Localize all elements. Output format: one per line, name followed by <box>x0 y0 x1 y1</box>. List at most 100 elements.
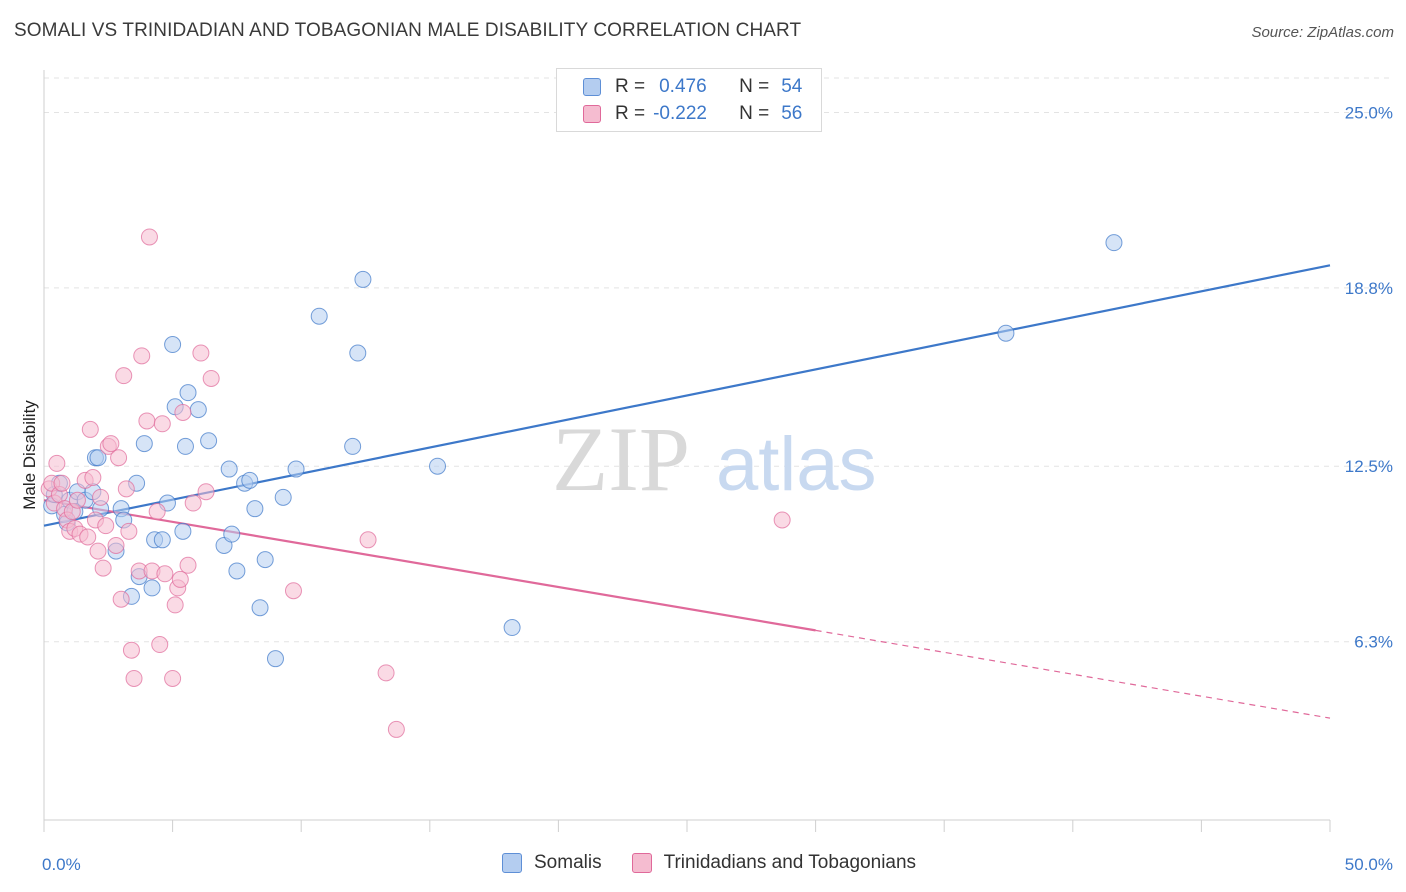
somali-point <box>354 270 372 288</box>
x-tick-label-min: 0.0% <box>42 855 81 874</box>
trinidadian-point <box>156 565 174 583</box>
n-value: 54 <box>781 76 803 97</box>
trinidadian-point <box>192 344 210 362</box>
trinidadian-point <box>166 596 184 614</box>
trinidadian-point <box>174 403 192 421</box>
legend-swatch-pink <box>583 105 601 123</box>
y-tick-label: 25.0% <box>1345 103 1393 122</box>
n-label: N = <box>739 103 770 124</box>
somali-point <box>174 522 192 540</box>
somali-point <box>429 457 447 475</box>
trinidadian-point <box>110 449 128 467</box>
trinidadian-point <box>184 494 202 512</box>
trinidadian-point <box>53 474 71 492</box>
somali-point <box>266 650 284 668</box>
trinidadian-point <box>81 420 99 438</box>
trinidadian-trend-line <box>43 499 816 632</box>
watermark-zip: ZIP <box>552 408 690 510</box>
r-label: R = <box>615 76 646 97</box>
axes <box>43 70 1331 832</box>
stats-legend: R = 0.476 N = 54 R = -0.222 N = 56 <box>556 68 822 132</box>
somali-point <box>223 525 241 543</box>
watermark-atlas: atlas <box>716 422 877 507</box>
legend-row-somalis: R = 0.476 N = 54 <box>583 75 802 99</box>
legend-swatch-trinidadians <box>631 853 652 873</box>
legend-label-trinidadians: Trinidadians and Tobagonians <box>663 852 917 873</box>
somali-point <box>189 401 207 419</box>
n-value: 56 <box>781 103 803 124</box>
somali-trend-line <box>43 264 1331 527</box>
somali-point <box>344 437 362 455</box>
trinidadian-point <box>115 367 133 385</box>
somali-point <box>200 432 218 450</box>
trinidadian-point <box>133 347 151 365</box>
somali-point <box>176 437 194 455</box>
trinidadian-point <box>164 669 182 687</box>
trinidadian-point <box>202 369 220 387</box>
series-legend: Somalis Trinidadians and Tobagonians <box>502 852 946 874</box>
trinidadian-point <box>140 228 158 246</box>
trinidadian-point <box>387 720 405 738</box>
legend-label-somalis: Somalis <box>534 852 602 873</box>
source-label: Source: ZipAtlas.com <box>1251 24 1394 41</box>
somali-point <box>251 599 269 617</box>
somali-point <box>153 531 171 549</box>
r-value: -0.222 <box>653 103 707 124</box>
trinidadian-point <box>377 664 395 682</box>
gridlines <box>44 77 1392 643</box>
trinidadian-point <box>125 669 143 687</box>
legend-swatch-somalis <box>502 853 522 873</box>
somali-point <box>997 324 1015 342</box>
watermark: ZIP atlas <box>552 408 877 510</box>
legend-row-trinidadians: R = -0.222 N = 56 <box>583 102 802 126</box>
trinidadian-point <box>153 415 171 433</box>
somali-point <box>503 619 521 637</box>
trinidadian-point <box>138 412 156 430</box>
trinidadian-point <box>94 559 112 577</box>
n-label: N = <box>739 76 770 97</box>
trinidadian-point <box>48 454 66 472</box>
trinidadian-point <box>68 491 86 509</box>
somali-point <box>246 500 264 518</box>
somali-point <box>241 471 259 489</box>
trinidadian-point <box>171 570 189 588</box>
data-points <box>40 228 1123 738</box>
trinidadian-point <box>89 542 107 560</box>
somali-point <box>135 435 153 453</box>
trinidadian-point <box>117 480 135 498</box>
somali-point <box>228 562 246 580</box>
x-tick-label-max: 50.0% <box>1345 855 1393 874</box>
y-tick-label: 12.5% <box>1345 457 1393 476</box>
trinidadian-point <box>120 522 138 540</box>
trinidadian-point <box>84 469 102 487</box>
trinidadian-point <box>122 641 140 659</box>
trinidadian-point <box>151 636 169 654</box>
trinidadian-point <box>102 435 120 453</box>
somali-point <box>164 336 182 354</box>
legend-item-somalis: Somalis <box>502 852 602 874</box>
somali-point <box>179 384 197 402</box>
y-tick-labels: 6.3% 12.5% 18.8% 25.0% <box>1345 103 1393 651</box>
trinidadian-point <box>773 511 791 529</box>
legend-swatch-blue <box>583 78 601 96</box>
trinidadian-point <box>197 483 215 501</box>
trend-lines <box>43 264 1331 719</box>
somali-point <box>310 307 328 325</box>
somali-point <box>287 460 305 478</box>
y-axis-label: Male Disability <box>20 400 39 510</box>
somali-point <box>143 579 161 597</box>
y-tick-label: 18.8% <box>1345 279 1393 298</box>
chart-title: SOMALI VS TRINIDADIAN AND TOBAGONIAN MAL… <box>14 20 802 41</box>
trinidadian-point <box>97 517 115 535</box>
somali-point <box>349 344 367 362</box>
somali-point <box>274 488 292 506</box>
somali-point <box>220 460 238 478</box>
trinidadian-point <box>107 536 125 554</box>
x-tick-labels: 0.0% 50.0% <box>42 855 1393 874</box>
trinidadian-point <box>284 582 302 600</box>
somali-point <box>89 449 107 467</box>
somali-point <box>256 551 274 569</box>
trinidadian-point <box>112 590 130 608</box>
legend-item-trinidadians: Trinidadians and Tobagonians <box>631 852 917 874</box>
